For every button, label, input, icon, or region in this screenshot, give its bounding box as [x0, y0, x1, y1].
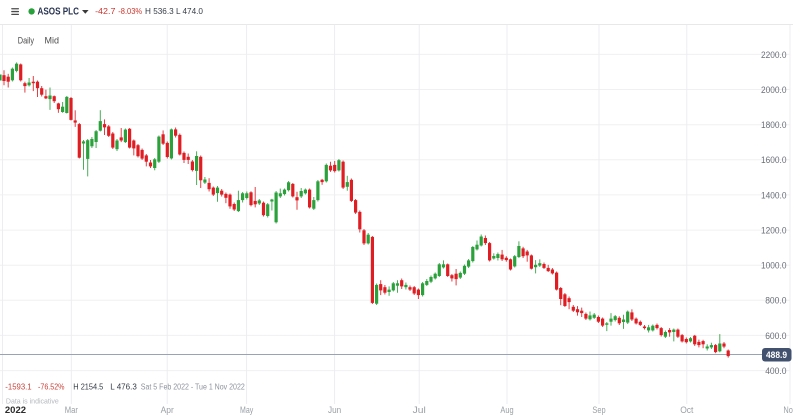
- svg-text:Jun: Jun: [328, 405, 341, 415]
- svg-text:Data is indicative: Data is indicative: [6, 399, 59, 406]
- svg-text:-42.7: -42.7: [95, 6, 116, 16]
- svg-text:Mid: Mid: [45, 36, 60, 46]
- svg-text:800.0: 800.0: [765, 296, 786, 306]
- svg-text:-8.03%: -8.03%: [118, 6, 142, 16]
- svg-text:2000.0: 2000.0: [761, 85, 787, 95]
- svg-text:May: May: [240, 405, 253, 415]
- svg-text:1000.0: 1000.0: [761, 261, 787, 271]
- svg-text:1400.0: 1400.0: [761, 190, 787, 200]
- svg-text:ASOS PLC: ASOS PLC: [38, 7, 80, 18]
- svg-text:Apr: Apr: [161, 405, 174, 415]
- svg-text:Aug: Aug: [500, 405, 513, 415]
- svg-text:1600.0: 1600.0: [761, 155, 787, 165]
- svg-text:1800.0: 1800.0: [761, 120, 787, 130]
- svg-text:L 476.3: L 476.3: [110, 383, 137, 392]
- svg-text:Jul: Jul: [413, 405, 426, 415]
- svg-text:Sep: Sep: [592, 405, 605, 415]
- svg-text:2200.0: 2200.0: [761, 50, 787, 60]
- svg-text:488.9: 488.9: [766, 350, 787, 361]
- svg-text:600.0: 600.0: [765, 331, 786, 341]
- svg-text:Oct: Oct: [680, 405, 694, 415]
- svg-text:2022: 2022: [5, 405, 26, 415]
- svg-text:400.0: 400.0: [765, 366, 786, 376]
- svg-text:-76.52%: -76.52%: [38, 383, 65, 392]
- svg-text:-1593.1: -1593.1: [5, 383, 32, 392]
- svg-text:Mar: Mar: [65, 405, 78, 415]
- svg-text:1200.0: 1200.0: [761, 226, 787, 236]
- svg-text:H 2154.5: H 2154.5: [73, 383, 104, 392]
- svg-text:Sat 5 Feb 2022 - Tue 1 Nov 202: Sat 5 Feb 2022 - Tue 1 Nov 2022: [141, 383, 245, 392]
- svg-text:Nov: Nov: [783, 405, 793, 415]
- svg-text:H 536.3 L 474.0: H 536.3 L 474.0: [145, 6, 203, 16]
- svg-text:Daily: Daily: [18, 36, 35, 46]
